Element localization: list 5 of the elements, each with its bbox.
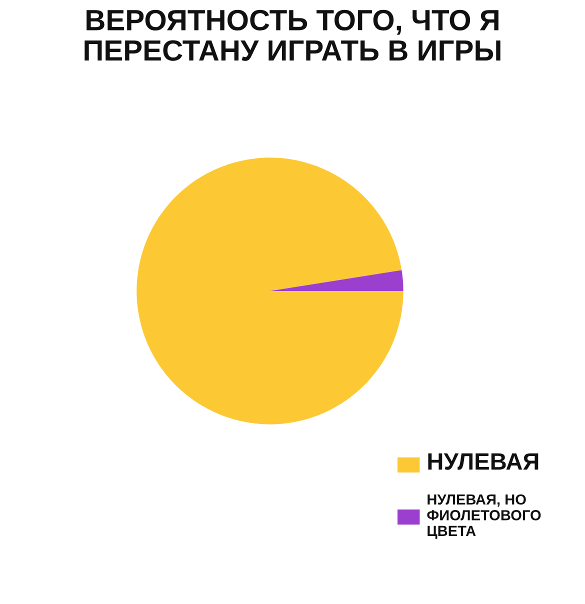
legend-label: НУЛЕВАЯ, НО ФИОЛЕТОВОГО ЦВЕТА [427,494,541,539]
pie-slice [270,270,404,292]
chart-title: ВЕРОЯТНОСТЬ ТОГО, ЧТО Я ПЕРЕСТАНУ ИГРАТЬ В ИГРЫ [84,10,500,61]
legend-label: НУЛЕВАЯ [428,453,538,470]
pie-slice [136,158,404,424]
